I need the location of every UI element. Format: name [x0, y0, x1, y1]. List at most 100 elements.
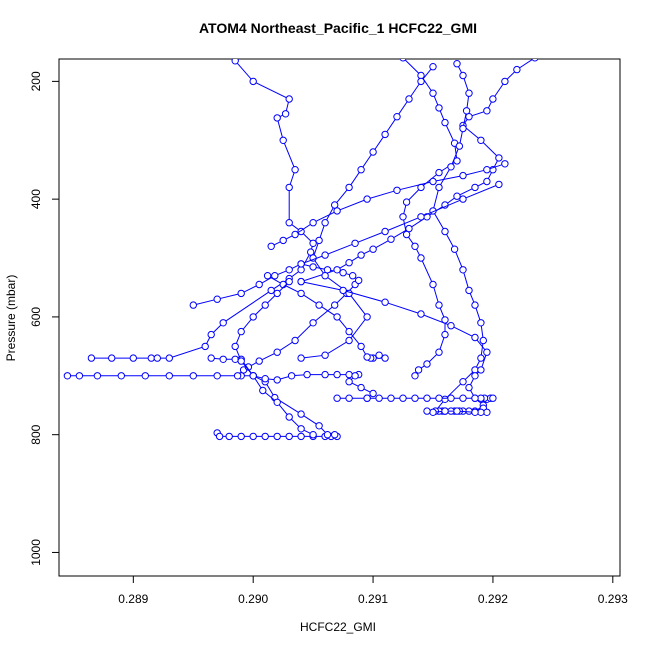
- data-point: [483, 408, 491, 416]
- data-point: [435, 104, 443, 112]
- data-point: [393, 186, 401, 195]
- data-point: [63, 372, 72, 380]
- data-point: [459, 378, 467, 386]
- data-point: [381, 130, 389, 139]
- data-point: [477, 354, 485, 362]
- data-point: [479, 336, 487, 345]
- data-point: [321, 272, 329, 280]
- data-point: [363, 353, 371, 361]
- data-point: [297, 354, 305, 362]
- data-point: [285, 266, 293, 274]
- data-point: [465, 286, 473, 295]
- data-point: [465, 89, 473, 97]
- series-line-14: [193, 183, 500, 306]
- data-point: [75, 372, 84, 380]
- data-point: [381, 298, 389, 306]
- data-point: [471, 394, 479, 402]
- data-point: [357, 342, 365, 351]
- data-point: [267, 242, 275, 251]
- data-point: [399, 213, 407, 221]
- data-point: [483, 166, 491, 174]
- data-point: [273, 114, 281, 122]
- data-point: [297, 289, 305, 298]
- data-point: [291, 230, 299, 239]
- data-point: [345, 327, 353, 336]
- data-point: [285, 95, 293, 103]
- data-point: [387, 235, 395, 243]
- data-point: [495, 154, 503, 162]
- data-point: [165, 372, 174, 380]
- data-point: [435, 301, 443, 309]
- data-point: [339, 286, 347, 295]
- data-point: [207, 354, 215, 362]
- data-point: [291, 336, 299, 345]
- data-point: [450, 245, 459, 253]
- data-point: [429, 280, 437, 289]
- data-point: [435, 168, 443, 177]
- data-point: [213, 372, 221, 380]
- plot-frame: [58, 58, 621, 577]
- data-point: [271, 272, 279, 280]
- data-point: [477, 366, 485, 374]
- data-point: [153, 354, 162, 362]
- data-point: [345, 336, 353, 345]
- data-point: [483, 107, 491, 115]
- data-point: [297, 425, 305, 433]
- data-point: [471, 183, 479, 192]
- data-point: [165, 354, 174, 362]
- data-point: [189, 301, 198, 309]
- data-point: [285, 277, 293, 286]
- series-line-1: [67, 375, 339, 437]
- series-line-15: [300, 281, 488, 399]
- data-point: [501, 77, 509, 86]
- data-point: [357, 251, 365, 259]
- data-point: [363, 313, 371, 321]
- data-point: [207, 330, 215, 339]
- data-point: [357, 383, 365, 392]
- data-point: [465, 383, 473, 392]
- y-tick-label: 800: [29, 424, 43, 444]
- data-point: [285, 219, 293, 227]
- y-tick-label: 600: [29, 307, 43, 327]
- data-point: [333, 370, 341, 379]
- data-point: [331, 431, 339, 439]
- data-point: [441, 407, 449, 415]
- data-point: [435, 394, 443, 402]
- data-point: [414, 366, 423, 374]
- series-line-13: [270, 163, 506, 247]
- data-point: [447, 163, 455, 171]
- data-point: [459, 171, 467, 180]
- data-point: [201, 342, 209, 351]
- data-point: [129, 354, 138, 362]
- data-point: [399, 394, 407, 402]
- plot-area: [63, 59, 539, 441]
- data-point: [249, 313, 257, 321]
- data-point: [462, 107, 471, 115]
- data-point: [411, 372, 419, 380]
- data-point: [287, 372, 296, 380]
- data-point: [285, 432, 293, 441]
- data-point: [279, 236, 287, 245]
- data-point: [429, 177, 437, 186]
- data-point: [237, 327, 245, 336]
- data-point: [237, 289, 245, 298]
- data-point: [441, 118, 449, 127]
- series-line-5: [300, 59, 534, 283]
- data-point: [477, 136, 485, 145]
- data-point: [513, 65, 521, 74]
- data-point: [249, 432, 257, 441]
- data-point: [93, 372, 102, 380]
- data-point: [471, 301, 479, 309]
- data-point: [273, 432, 281, 441]
- data-point: [309, 431, 317, 439]
- data-point: [333, 313, 341, 321]
- y-axis: 200 400 600 800 1000: [29, 71, 59, 566]
- data-point: [219, 355, 227, 363]
- data-point: [117, 372, 126, 380]
- data-point: [321, 251, 329, 259]
- data-point: [441, 227, 449, 236]
- data-point: [273, 376, 281, 384]
- data-point: [471, 408, 479, 416]
- data-point: [405, 95, 413, 103]
- data-point: [333, 394, 341, 402]
